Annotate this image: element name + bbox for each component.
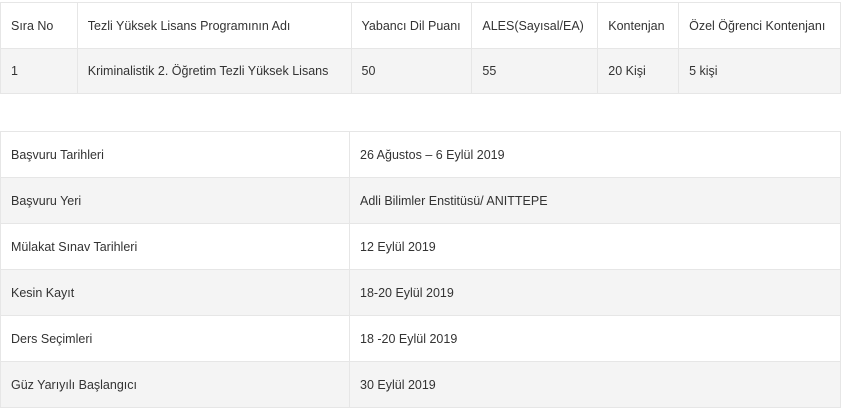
- table-cell: 55: [471, 48, 599, 94]
- table-row: Ders Seçimleri 18 -20 Eylül 2019: [0, 315, 841, 362]
- header-cell: Sıra No: [0, 2, 78, 49]
- header-cell: Kontenjan: [597, 2, 680, 49]
- table-row: Başvuru Yeri Adli Bilimler Enstitüsü/ AN…: [0, 177, 841, 224]
- schedule-table: Başvuru Tarihleri 26 Ağustos – 6 Eylül 2…: [0, 131, 841, 408]
- row-label: Başvuru Yeri: [0, 177, 350, 224]
- program-table: Sıra No Tezli Yüksek Lisans Programının …: [0, 2, 841, 94]
- row-label: Başvuru Tarihleri: [0, 131, 350, 178]
- row-value: 12 Eylül 2019: [349, 223, 841, 270]
- header-cell: Özel Öğrenci Kontenjanı: [678, 2, 841, 49]
- row-label: Ders Seçimleri: [0, 315, 350, 362]
- table-row: Kesin Kayıt 18-20 Eylül 2019: [0, 269, 841, 316]
- table-row: Başvuru Tarihleri 26 Ağustos – 6 Eylül 2…: [0, 131, 841, 178]
- row-value: 18 -20 Eylül 2019: [349, 315, 841, 362]
- header-cell: Yabancı Dil Puanı: [350, 2, 473, 49]
- row-label: Kesin Kayıt: [0, 269, 350, 316]
- table-cell: 50: [350, 48, 473, 94]
- table-row: Mülakat Sınav Tarihleri 12 Eylül 2019: [0, 223, 841, 270]
- header-cell: ALES(Sayısal/EA): [471, 2, 599, 49]
- row-value: 26 Ağustos – 6 Eylül 2019: [349, 131, 841, 178]
- table-cell: 1: [0, 48, 78, 94]
- table-header-row: Sıra No Tezli Yüksek Lisans Programının …: [0, 2, 841, 49]
- row-value: Adli Bilimler Enstitüsü/ ANITTEPE: [349, 177, 841, 224]
- table-cell: 5 kişi: [678, 48, 841, 94]
- row-value: 30 Eylül 2019: [349, 361, 841, 408]
- table-row: 1 Kriminalistik 2. Öğretim Tezli Yüksek …: [0, 48, 841, 94]
- table-cell: 20 Kişi: [597, 48, 680, 94]
- row-value: 18-20 Eylül 2019: [349, 269, 841, 316]
- row-label: Mülakat Sınav Tarihleri: [0, 223, 350, 270]
- table-cell: Kriminalistik 2. Öğretim Tezli Yüksek Li…: [76, 48, 352, 94]
- table-row: Güz Yarıyılı Başlangıcı 30 Eylül 2019: [0, 361, 841, 408]
- header-cell: Tezli Yüksek Lisans Programının Adı: [76, 2, 352, 49]
- row-label: Güz Yarıyılı Başlangıcı: [0, 361, 350, 408]
